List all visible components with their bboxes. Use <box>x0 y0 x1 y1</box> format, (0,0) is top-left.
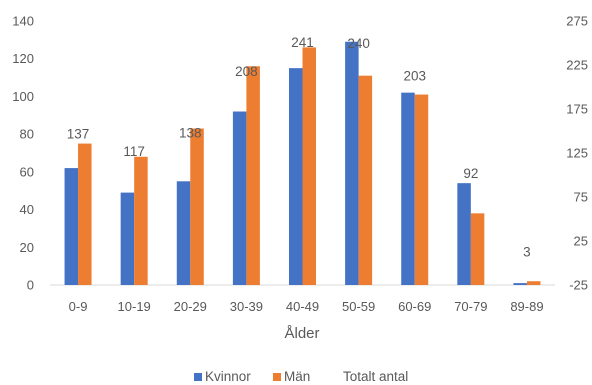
total-data-label: 241 <box>291 35 314 50</box>
left-axis-ticks: 0 20 40 60 80 100 120 140 <box>12 14 34 293</box>
x-axis-tick-label: 20-29 <box>174 299 207 314</box>
left-axis-tick-label: 100 <box>12 89 34 104</box>
total-data-label: 208 <box>235 64 258 79</box>
total-data-label: 203 <box>403 68 426 83</box>
bar-kvinnor <box>289 68 303 286</box>
left-axis-tick-label: 140 <box>12 14 34 29</box>
left-axis-tick-label: 60 <box>20 164 34 179</box>
x-axis-title: Ålder <box>284 325 319 342</box>
right-axis-tick-label: 275 <box>566 14 588 29</box>
right-axis-tick-label: 225 <box>566 58 588 73</box>
left-axis-tick-label: 80 <box>20 127 34 142</box>
total-data-label: 240 <box>347 36 370 51</box>
bar-man <box>526 281 541 285</box>
bar-man <box>134 156 148 285</box>
right-axis-tick-label: -25 <box>569 278 588 293</box>
total-data-label: 137 <box>67 126 90 141</box>
total-data-label: 3 <box>523 244 531 259</box>
bar-man <box>358 75 373 285</box>
right-axis-tick-label: 175 <box>566 102 588 117</box>
x-axis-tick-label: 70-79 <box>454 299 487 314</box>
bar-kvinnor <box>513 283 527 285</box>
total-data-label: 138 <box>179 126 202 141</box>
bar-kvinnor <box>345 41 359 285</box>
bar-kvinnor <box>176 181 191 285</box>
x-axis-tick-label: 30-39 <box>230 299 263 314</box>
bar-man <box>470 213 485 285</box>
x-axis-tick-label: 50-59 <box>342 299 375 314</box>
bar-man <box>246 66 260 285</box>
bar-kvinnor <box>457 183 471 285</box>
bar-kvinnor <box>120 192 135 285</box>
x-axis-tick-label: 0-9 <box>69 299 88 314</box>
left-axis-tick-label: 40 <box>20 202 34 217</box>
bar-man <box>78 143 92 285</box>
total-data-label: 117 <box>123 144 145 159</box>
bars <box>64 41 541 286</box>
bar-man <box>190 128 204 285</box>
bar-man <box>414 94 429 286</box>
x-axis-tick-label: 40-49 <box>286 299 319 314</box>
x-axis-tick-label: 89-89 <box>510 299 543 314</box>
x-axis-tick-label: 10-19 <box>118 299 151 314</box>
bar-kvinnor <box>64 168 79 285</box>
legend-swatch <box>194 373 202 381</box>
bar-kvinnor <box>401 92 415 286</box>
right-axis-tick-label: 125 <box>566 146 588 161</box>
total-data-label: 92 <box>463 166 478 181</box>
x-axis-tick-label: 60-69 <box>398 299 431 314</box>
left-axis-tick-label: 20 <box>20 240 34 255</box>
legend-label: Kvinnor <box>205 369 251 384</box>
bar-kvinnor <box>232 111 247 285</box>
x-axis-ticks: 0-9 10-19 20-29 30-39 40-49 50-59 60-69 70-79 89… <box>69 299 544 314</box>
legend: Kvinnor Män Totalt antal <box>194 369 408 384</box>
right-axis-tick-label: 25 <box>574 234 588 249</box>
bar-man <box>302 47 316 286</box>
legend-label: Män <box>284 369 310 384</box>
left-axis-tick-label: 120 <box>12 51 34 66</box>
legend-swatch <box>273 373 281 381</box>
data-labels: 137 117 138 208 241 240 203 92 3 <box>67 35 531 259</box>
legend-label: Totalt antal <box>343 369 408 384</box>
right-axis-tick-label: 75 <box>574 190 588 205</box>
right-axis-ticks: -25 25 75 125 175 225 275 <box>566 14 588 293</box>
left-axis-tick-label: 0 <box>27 278 34 293</box>
